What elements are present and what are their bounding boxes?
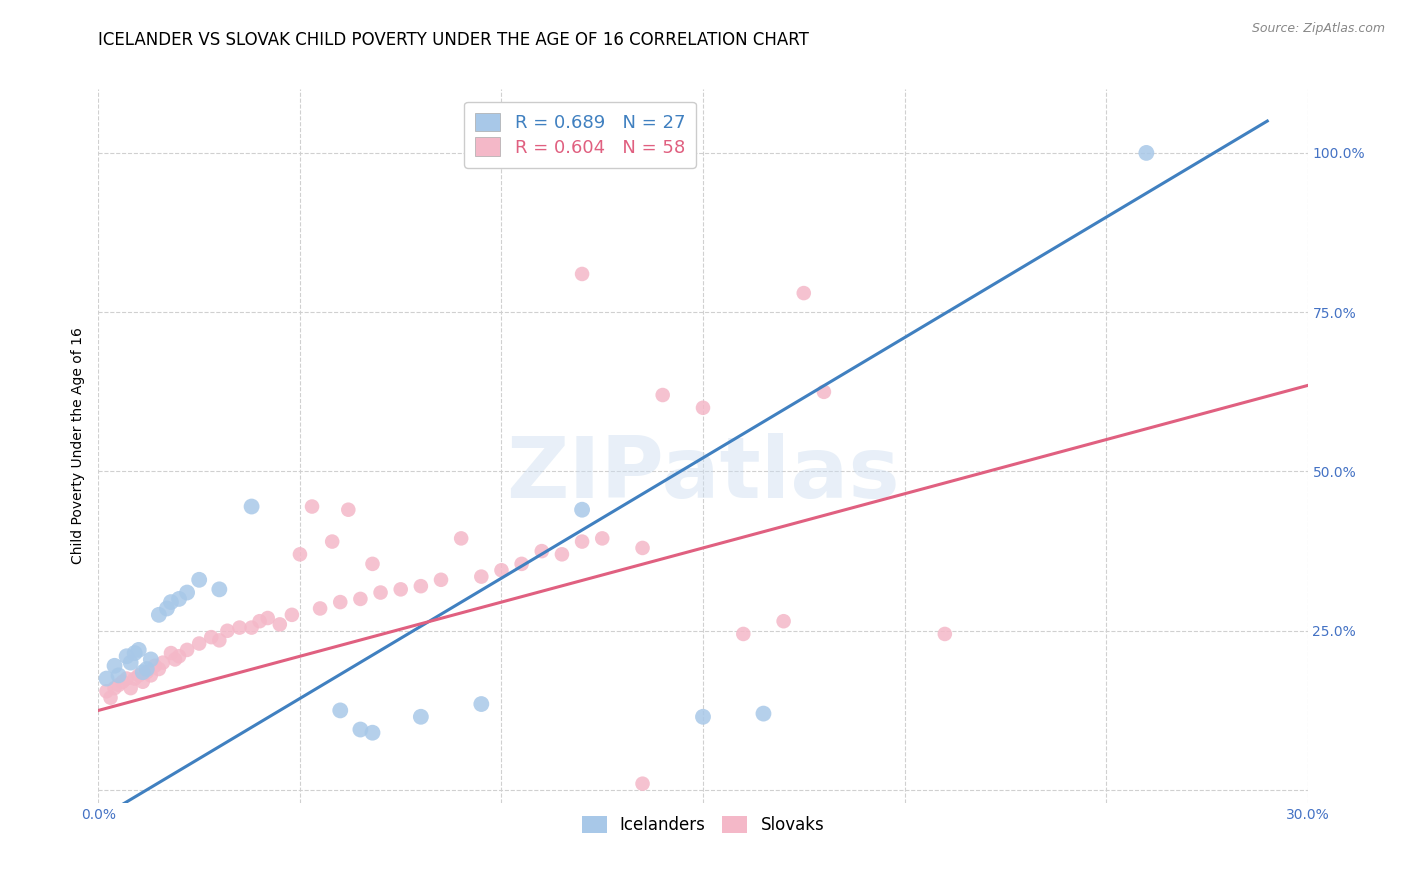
Point [96, 684, 118, 698]
Point [163, 652, 186, 666]
Point [651, 388, 673, 402]
Point [228, 621, 250, 635]
Point [135, 665, 157, 680]
Point [256, 611, 278, 625]
Point [139, 652, 162, 666]
Point [409, 710, 432, 724]
Point [430, 573, 453, 587]
Point [813, 384, 835, 399]
Point [934, 627, 956, 641]
Point [530, 544, 553, 558]
Legend: Icelanders, Slovaks: Icelanders, Slovaks [575, 809, 831, 841]
Point [188, 636, 211, 650]
Point [96, 672, 118, 686]
Point [349, 723, 371, 737]
Point [115, 672, 138, 686]
Point [361, 557, 384, 571]
Point [309, 601, 332, 615]
Point [120, 681, 142, 695]
Point [349, 591, 371, 606]
Point [571, 267, 593, 281]
Point [389, 582, 412, 597]
Point [167, 591, 190, 606]
Point [176, 643, 198, 657]
Point [160, 646, 183, 660]
Point [107, 678, 129, 692]
Point [240, 621, 263, 635]
Point [100, 690, 122, 705]
Point [103, 658, 125, 673]
Point [139, 668, 162, 682]
Point [329, 703, 352, 717]
Point [470, 569, 492, 583]
Point [176, 585, 198, 599]
Point [288, 547, 311, 561]
Point [551, 547, 574, 561]
Y-axis label: Child Poverty Under the Age of 16: Child Poverty Under the Age of 16 [70, 327, 84, 565]
Point [571, 534, 593, 549]
Point [132, 665, 155, 680]
Point [217, 624, 239, 638]
Text: ZIPatlas: ZIPatlas [506, 433, 900, 516]
Point [148, 662, 170, 676]
Point [148, 607, 170, 622]
Point [329, 595, 352, 609]
Point [156, 601, 179, 615]
Point [361, 725, 384, 739]
Point [120, 656, 142, 670]
Point [571, 502, 593, 516]
Point [115, 649, 138, 664]
Point [733, 627, 755, 641]
Point [124, 646, 146, 660]
Point [631, 541, 654, 555]
Point [470, 697, 492, 711]
Point [793, 286, 815, 301]
Point [321, 534, 343, 549]
Point [124, 672, 146, 686]
Point [128, 668, 150, 682]
Text: Source: ZipAtlas.com: Source: ZipAtlas.com [1251, 22, 1385, 36]
Point [337, 502, 360, 516]
Point [152, 656, 174, 670]
Point [692, 710, 714, 724]
Point [510, 557, 533, 571]
Point [409, 579, 432, 593]
Point [167, 649, 190, 664]
Point [107, 668, 129, 682]
Point [200, 630, 222, 644]
Text: ICELANDER VS SLOVAK CHILD POVERTY UNDER THE AGE OF 16 CORRELATION CHART: ICELANDER VS SLOVAK CHILD POVERTY UNDER … [98, 31, 810, 49]
Point [269, 617, 291, 632]
Point [1135, 145, 1157, 160]
Point [208, 633, 231, 648]
Point [772, 614, 794, 628]
Point [128, 643, 150, 657]
Point [188, 573, 211, 587]
Point [249, 614, 271, 628]
Point [281, 607, 304, 622]
Point [450, 532, 472, 546]
Point [111, 674, 134, 689]
Point [591, 532, 613, 546]
Point [103, 681, 125, 695]
Point [132, 674, 155, 689]
Point [208, 582, 231, 597]
Point [692, 401, 714, 415]
Point [135, 662, 157, 676]
Point [631, 777, 654, 791]
Point [160, 595, 183, 609]
Point [491, 563, 513, 577]
Point [143, 658, 166, 673]
Point [752, 706, 775, 721]
Point [240, 500, 263, 514]
Point [301, 500, 323, 514]
Point [370, 585, 392, 599]
